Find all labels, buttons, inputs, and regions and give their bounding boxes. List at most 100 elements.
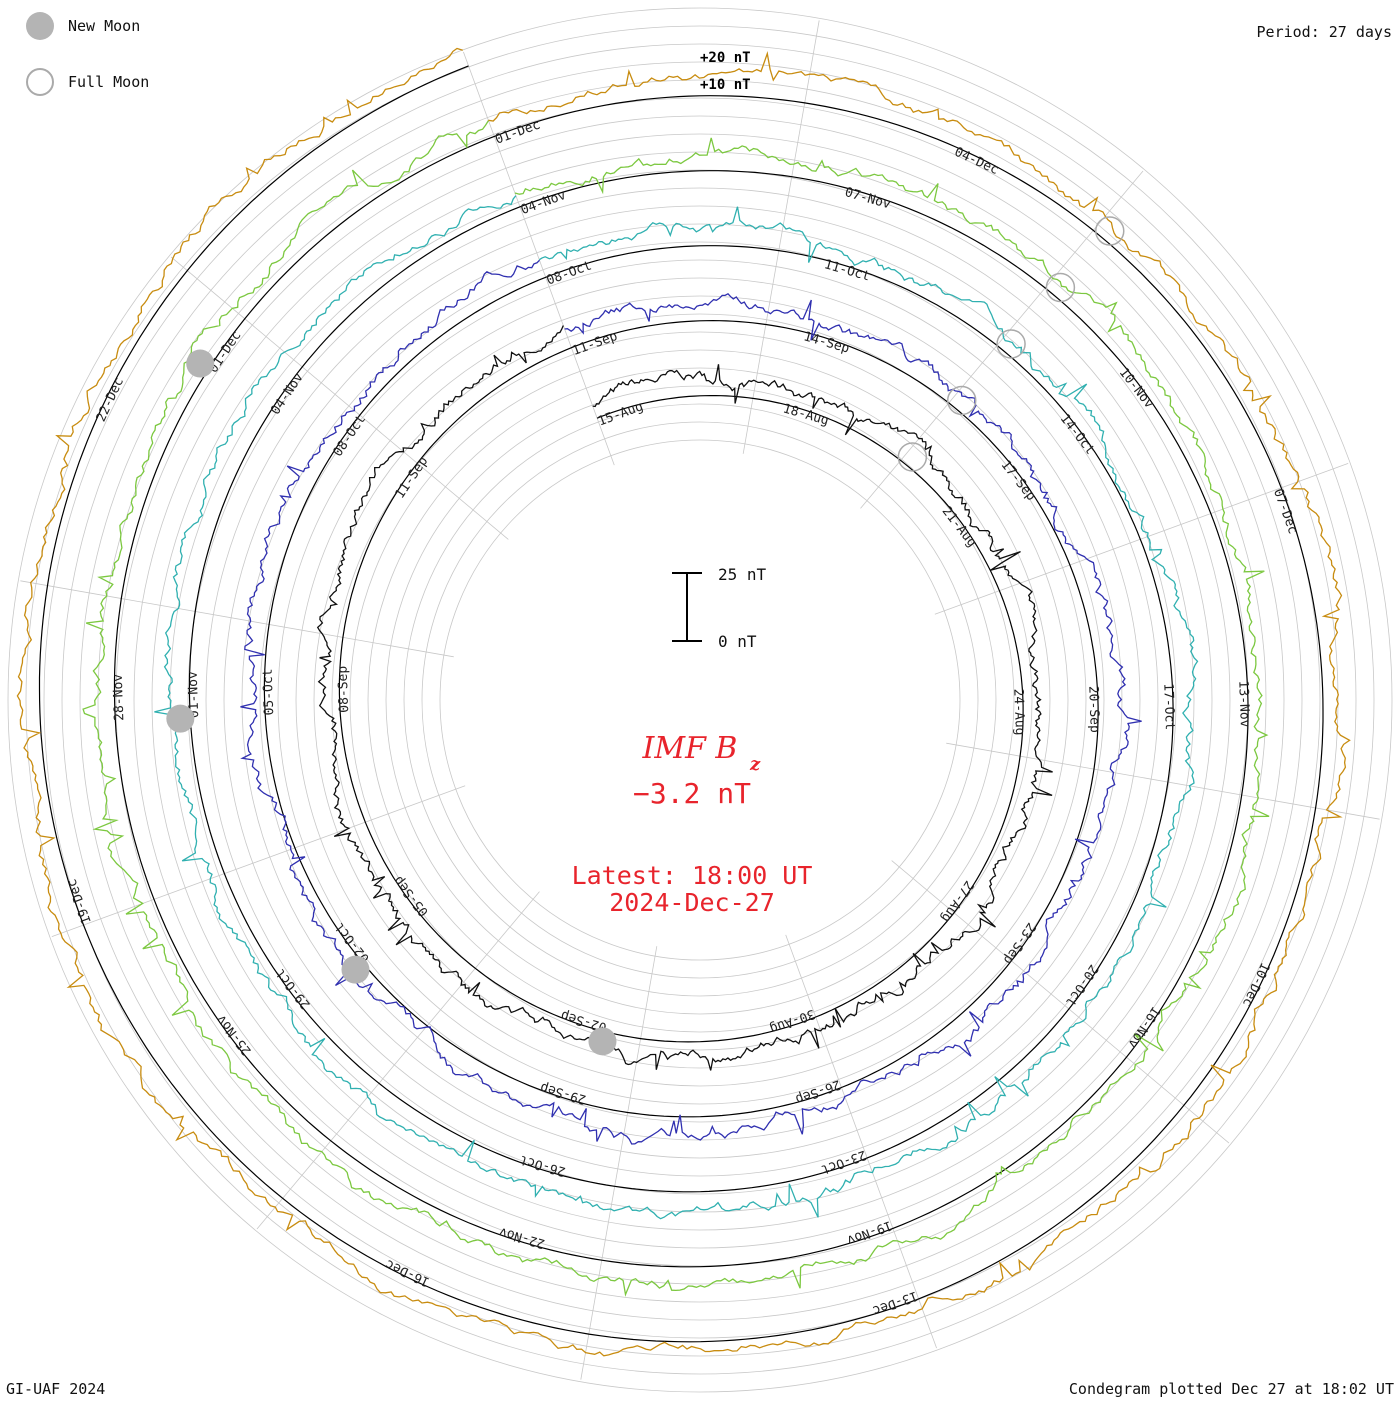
bz-trace-oct-nov — [154, 195, 1199, 1220]
grid-circle — [241, 241, 1159, 1159]
date-label: 01-Dec — [493, 117, 542, 147]
grid-circle — [151, 151, 1249, 1249]
zero-spiral — [38, 65, 1324, 1343]
grid-spoke — [934, 463, 1349, 615]
grid-circle — [259, 259, 1141, 1141]
date-label: 01-Nov — [186, 671, 203, 719]
date-label: 18-Aug — [781, 401, 830, 428]
grid-circle — [133, 133, 1267, 1267]
latest-date: 2024-Dec-27 — [609, 888, 775, 917]
new-moon-marker — [166, 704, 195, 733]
date-label: 04-Dec — [952, 145, 1001, 178]
date-label: 19-Dec — [65, 877, 95, 926]
date-label: 08-Oct — [330, 412, 369, 459]
full-moon-marker — [1095, 216, 1125, 246]
grid-circle — [403, 403, 997, 997]
date-label: 26-Oct — [518, 1152, 567, 1179]
grid-circle — [277, 277, 1123, 1123]
plotted-label: Condegram plotted Dec 27 at 18:02 UT — [1068, 1380, 1394, 1398]
date-label: 04-Nov — [268, 370, 307, 417]
bz-trace-dec — [16, 47, 1351, 1357]
date-label: 16-Dec — [383, 1256, 432, 1289]
date-label: 24-Aug — [1010, 688, 1027, 735]
grid-spoke — [946, 742, 1380, 820]
legend-new-moon-label: New Moon — [68, 17, 141, 35]
bz-trace-sep-oct — [240, 259, 1142, 1145]
grid-circle — [223, 223, 1177, 1177]
date-label: 22-Dec — [94, 375, 127, 424]
bz-trace-aug-sep — [316, 325, 1053, 1071]
date-label: 29-Oct — [273, 965, 314, 1011]
latest-time: Latest: 18:00 UT — [572, 861, 813, 890]
center-title: IMF B — [642, 731, 738, 766]
grid-circle — [331, 331, 1069, 1069]
date-label: 27-Aug — [938, 878, 977, 925]
scale-bar-top-label: 25 nT — [718, 565, 767, 584]
date-label: 04-Nov — [519, 188, 568, 218]
date-label: 10-Dec — [1239, 960, 1272, 1009]
grid-spoke — [463, 51, 615, 466]
date-label: 20-Oct — [1062, 961, 1101, 1008]
grid-circle — [43, 43, 1357, 1357]
legend-full-moon-label: Full Moon — [68, 73, 150, 91]
grid-circle — [205, 205, 1195, 1195]
grid-circle — [295, 295, 1105, 1105]
date-label: 11-Sep — [570, 329, 619, 359]
date-label: 20-Sep — [1085, 686, 1102, 734]
scale-label-10: +10 nT — [700, 77, 751, 93]
grid-circle — [349, 349, 1051, 1051]
grid-spoke — [20, 580, 454, 658]
date-label: 05-Oct — [261, 668, 278, 715]
new-moon-marker — [588, 1027, 617, 1056]
grid-circle — [97, 97, 1303, 1303]
scale-label-20: +20 nT — [700, 50, 751, 66]
grid-spoke — [785, 934, 937, 1349]
new-moon-marker — [186, 349, 215, 378]
grid-circle — [439, 439, 961, 961]
date-label: 29-Sep — [538, 1079, 587, 1106]
center-title-subscript: z — [749, 754, 761, 775]
grid-circle — [385, 385, 1015, 1015]
grid-spoke — [580, 946, 658, 1380]
grid-spoke — [256, 891, 540, 1230]
full-moon-icon — [26, 68, 54, 96]
grid-circle — [421, 421, 979, 979]
bz-trace-nov-dec — [82, 120, 1270, 1297]
grid-circle — [61, 61, 1339, 1339]
date-label: 25-Nov — [214, 1011, 255, 1057]
date-label: 28-Nov — [111, 673, 128, 721]
grid-spoke — [51, 785, 466, 937]
full-moon-marker — [946, 385, 977, 416]
date-label: 17-Sep — [998, 458, 1039, 504]
date-label: 19-Nov — [844, 1217, 893, 1247]
new-moon-icon — [26, 12, 54, 40]
legend-new-moon: New Moon — [26, 12, 140, 40]
grid-circle — [187, 187, 1213, 1213]
legend-full-moon: Full Moon — [26, 68, 149, 96]
date-label: 17-Oct — [1160, 683, 1177, 730]
date-label: 15-Aug — [596, 399, 645, 429]
scale-bar-bottom-label: 0 nT — [718, 632, 757, 651]
date-label: 07-Dec — [1270, 487, 1300, 536]
full-moon-marker — [1045, 272, 1076, 303]
date-label: 08-Oct — [545, 258, 594, 288]
period-label: Period: 27 days — [1256, 23, 1392, 41]
new-moon-marker — [341, 955, 370, 984]
grid-circle — [367, 367, 1033, 1033]
credit-label: GI-UAF 2024 — [6, 1380, 106, 1398]
grid-circle — [25, 25, 1375, 1375]
grid-spoke — [891, 860, 1230, 1144]
date-label: 13-Nov — [1235, 680, 1252, 728]
date-label: 22-Nov — [497, 1224, 546, 1251]
date-label: 07-Nov — [843, 185, 892, 212]
grid-circle — [313, 313, 1087, 1087]
date-label: 14-Sep — [802, 329, 851, 356]
grid-circle — [7, 7, 1393, 1393]
grid-circle — [115, 115, 1285, 1285]
full-moon-marker — [897, 442, 928, 472]
grid-spoke — [170, 256, 509, 540]
date-label: 08-Sep — [335, 665, 352, 713]
full-moon-marker — [996, 329, 1026, 359]
